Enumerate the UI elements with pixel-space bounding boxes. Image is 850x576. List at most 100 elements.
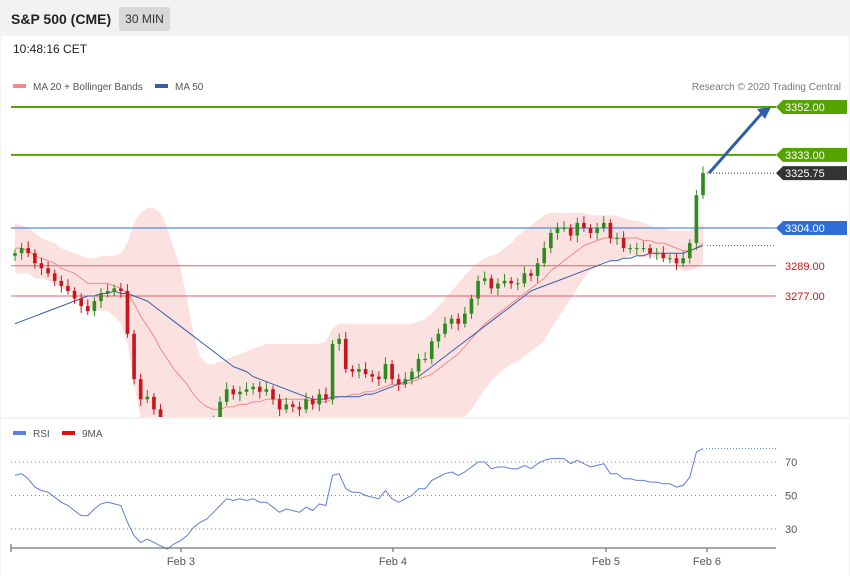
candle-body <box>502 280 507 284</box>
rsi-panel: RSI 9MA 30 50 70 Feb 3 Feb 4 Feb 5 Feb 6 <box>1 419 849 576</box>
rsi-ma-legend-swatch <box>62 431 75 435</box>
candle-body <box>694 195 699 244</box>
rsi-legend-swatch <box>13 431 26 435</box>
candle-body <box>410 371 414 380</box>
candle-body <box>158 409 163 417</box>
candle-body <box>443 323 447 334</box>
candle-body <box>687 243 692 259</box>
candle-body <box>515 283 520 285</box>
candle-body <box>52 273 57 281</box>
level-value-3304.00: 3304.00 <box>785 223 825 235</box>
candle-body <box>19 248 24 254</box>
rsi-legend-label: RSI <box>33 429 50 440</box>
candle-body <box>330 343 335 400</box>
candle-body <box>231 389 236 395</box>
candle-body <box>522 273 527 284</box>
candle-body <box>496 283 500 289</box>
candle-body <box>621 238 626 249</box>
chart-title: S&P 500 (CME) <box>11 11 112 27</box>
candle-body <box>542 248 547 264</box>
level-value-3277.00: 3277.00 <box>785 291 825 303</box>
candle-body <box>436 333 441 342</box>
candle-body <box>423 359 427 360</box>
candle-body <box>132 333 136 380</box>
candle-body <box>482 278 487 281</box>
candle-body <box>112 288 117 291</box>
candle-body <box>297 406 302 410</box>
candle-body <box>324 394 328 400</box>
candle-body <box>449 318 454 324</box>
candle-body <box>469 298 474 314</box>
bollinger-band-area <box>15 207 703 417</box>
rsi-chart: RSI 9MA 30 50 70 Feb 3 Feb 4 Feb 5 Feb 6 <box>10 429 797 568</box>
level-tag-3304.00 <box>776 220 847 235</box>
candle-body <box>668 258 672 260</box>
candle-body <box>489 278 494 289</box>
candle-body <box>238 391 242 395</box>
candle-body <box>224 389 229 402</box>
candle-body <box>377 376 381 380</box>
candle-body <box>582 222 586 228</box>
candle-body <box>555 227 560 233</box>
rsi-tick-label: 30 <box>785 524 797 536</box>
candle-body <box>648 248 652 254</box>
candle-body <box>33 253 37 264</box>
candle-body <box>92 301 97 312</box>
candle-body <box>271 389 275 400</box>
forecast-arrow-head <box>757 107 771 119</box>
x-axis-tick-label: Feb 6 <box>693 556 721 568</box>
candle-body <box>138 379 143 400</box>
candle-body <box>509 280 513 284</box>
candle-body <box>595 227 599 233</box>
level-value-3289.00: 3289.00 <box>785 261 825 273</box>
candle-body <box>85 306 90 312</box>
candle-body <box>681 258 685 264</box>
candle-body <box>105 290 110 294</box>
price-panel: 10:48:16 CET MA 20 + Bollinger Bands MA … <box>1 36 849 417</box>
candle-body <box>383 364 388 380</box>
candle-body <box>615 238 619 240</box>
level-tag-3352.00 <box>776 100 847 114</box>
candle-body <box>46 268 50 274</box>
candle-body <box>390 364 394 380</box>
candle-body <box>529 273 533 276</box>
candle-body <box>350 369 355 372</box>
rsi-tick-label: 70 <box>785 457 797 469</box>
time-label: 10:48:16 CET <box>13 42 88 56</box>
candle-body <box>79 298 83 307</box>
candle-body <box>701 173 705 196</box>
candle-body <box>304 399 308 410</box>
level-value-3333.00: 3333.00 <box>785 150 825 162</box>
ma20-line <box>15 237 704 410</box>
candle-body <box>13 253 17 256</box>
candle-body <box>601 222 606 228</box>
candle-body <box>403 379 408 385</box>
candle-body <box>59 280 64 286</box>
candle-body <box>26 248 31 254</box>
candle-body <box>628 248 633 250</box>
timeframe-selector[interactable]: 30 MIN <box>119 7 170 31</box>
candle-body <box>562 227 566 229</box>
price-chart: 10:48:16 CET MA 20 + Bollinger Bands MA … <box>11 42 847 417</box>
candle-body <box>39 263 44 269</box>
candle-body <box>641 248 646 250</box>
copyright-label: Research © 2020 Trading Central <box>692 82 841 93</box>
candle-body <box>337 338 341 344</box>
candle-body <box>535 263 540 276</box>
candle-body <box>99 293 103 302</box>
candle-body <box>476 280 480 299</box>
candle-body <box>370 374 375 377</box>
candle-body <box>363 369 368 375</box>
x-axis-tick-label: Feb 3 <box>167 556 195 568</box>
candle-body <box>635 248 639 250</box>
candle-body <box>257 386 262 392</box>
candle-body <box>575 222 580 236</box>
candle-body <box>608 222 613 239</box>
candle-body <box>674 258 679 264</box>
candle-body <box>66 285 70 291</box>
ma20-legend-label: MA 20 + Bollinger Bands <box>33 82 143 93</box>
candle-body <box>310 399 315 405</box>
candle-body <box>343 338 348 370</box>
candle-body <box>145 396 150 400</box>
candle-body <box>119 288 123 291</box>
